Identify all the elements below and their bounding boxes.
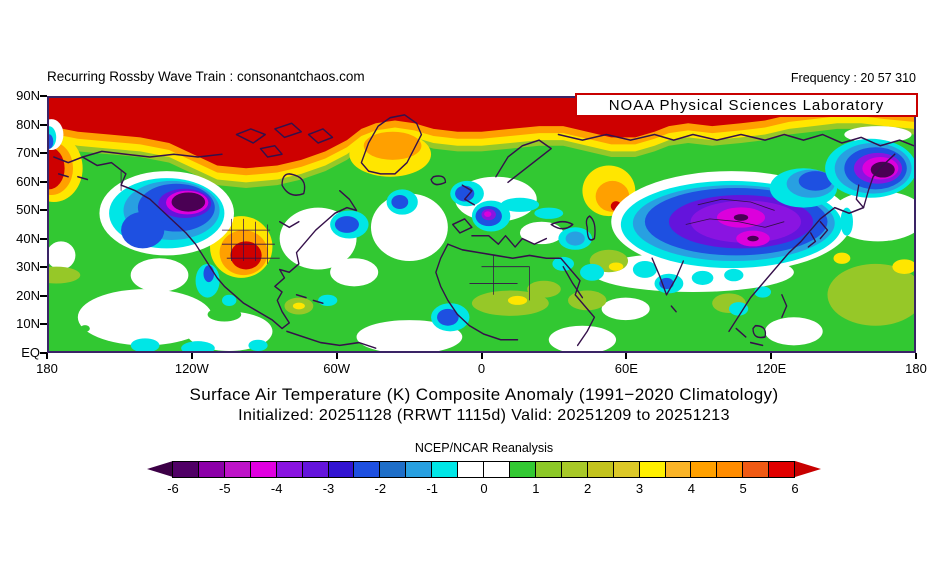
colorbar-tick-label: 5 xyxy=(739,481,747,496)
colorbar-tick-label: -3 xyxy=(322,481,335,496)
lat-tick-mark xyxy=(40,323,47,326)
lat-tick-label: 90N xyxy=(16,88,40,103)
colorbar-right-arrow xyxy=(795,461,821,477)
lon-tick-label: 60W xyxy=(323,361,351,376)
colorbar-cell xyxy=(690,461,718,478)
colorbar-cell xyxy=(275,461,303,478)
green-patches xyxy=(80,307,242,332)
colorbar-cell xyxy=(638,461,666,478)
colorbar-cell xyxy=(197,461,225,478)
lat-tick-label: 40N xyxy=(16,230,40,246)
lat-tick-mark xyxy=(40,180,47,183)
near-zero-white-regions xyxy=(49,176,914,351)
lon-tick-mark xyxy=(46,353,48,359)
country-state-borders xyxy=(120,171,785,301)
lat-tick-label: 20N xyxy=(16,287,40,303)
colorbar-left-arrow xyxy=(147,461,173,477)
europe-cold-anomaly xyxy=(471,197,564,232)
colorbar-cell xyxy=(742,461,770,478)
coastlines xyxy=(53,114,914,349)
colorbar-tick-label: 4 xyxy=(687,481,695,496)
colorbar-cell xyxy=(508,461,536,478)
colorbar-tick-label: 6 xyxy=(791,481,799,496)
colorbar-cell xyxy=(379,461,407,478)
lat-tick-mark xyxy=(40,123,47,126)
colorbar-cell xyxy=(768,461,796,478)
lat-tick-mark xyxy=(40,294,47,297)
colorbar-tick-label: -1 xyxy=(426,481,438,496)
colorbar-cell xyxy=(716,461,744,478)
colorbar-cell xyxy=(534,461,562,478)
lon-tick-mark xyxy=(480,353,483,359)
lon-tick-label: 60E xyxy=(614,361,638,376)
lon-tick-label: 180 xyxy=(905,361,927,376)
colorbar-tick-label: 1 xyxy=(532,481,540,496)
colorbar-cell xyxy=(353,461,381,478)
lat-tick-label: 30N xyxy=(16,259,40,275)
colorbar-tick-label: -2 xyxy=(374,481,387,496)
bering-warm-anomaly xyxy=(49,119,83,203)
colorbar-cell xyxy=(457,461,485,478)
lat-tick-label: 10N xyxy=(16,316,40,332)
lat-tick-label: EQ xyxy=(21,345,40,360)
northwest-america-cold-anomaly xyxy=(99,171,235,256)
colorbar-tick-label: 0 xyxy=(480,481,488,496)
noaa-psl-banner: NOAA Physical Sciences Laboratory xyxy=(575,93,918,117)
lon-tick-label: 180 xyxy=(36,361,58,376)
lat-tick-label: 70N xyxy=(16,145,40,161)
colorbar-cell xyxy=(301,461,329,478)
colorbar-cell xyxy=(664,461,692,478)
chart-subtitle: Initialized: 20251128 (RRWT 1115d) Valid… xyxy=(238,407,730,424)
lat-tick-label: 60N xyxy=(16,173,40,189)
colorbar-cell xyxy=(612,461,640,478)
map-canvas xyxy=(47,96,916,353)
lon-tick-mark xyxy=(335,353,338,359)
colorbar-tick-label: 2 xyxy=(584,481,592,496)
siberia-bridge-cold xyxy=(769,168,838,208)
lat-tick-label: 50N xyxy=(16,202,40,218)
lat-tick-mark xyxy=(40,95,47,97)
colorbar-tick-label: 3 xyxy=(635,481,644,496)
colorbar xyxy=(172,461,796,478)
world-anomaly-map xyxy=(49,98,914,351)
colorbar-cell xyxy=(483,461,510,478)
chart-title: Surface Air Temperature (K) Composite An… xyxy=(189,385,779,404)
colorbar-source-label: NCEP/NCAR Reanalysis xyxy=(414,441,554,455)
lon-tick-mark xyxy=(625,353,628,359)
lat-tick-mark xyxy=(40,237,47,240)
colorbar-tick-label: -5 xyxy=(219,481,231,496)
lon-tick-mark xyxy=(190,353,193,359)
lon-tick-label: 120W xyxy=(174,361,209,376)
lat-tick-mark xyxy=(40,352,47,354)
lon-tick-label: 0 xyxy=(477,361,486,376)
colorbar-tick-label: -6 xyxy=(167,481,179,496)
colorbar-cell xyxy=(405,461,433,478)
colorbar-cell xyxy=(586,461,614,478)
colorbar-cell xyxy=(327,461,355,478)
colorbar-cell xyxy=(172,461,199,478)
noaa-psl-banner-label: NOAA Physical Sciences Laboratory xyxy=(608,96,885,114)
colorbar-cell xyxy=(249,461,277,478)
colorbar-cell xyxy=(560,461,588,478)
colorbar-cell xyxy=(223,461,251,478)
lat-tick-mark xyxy=(40,266,47,269)
greenland-warm-anomaly xyxy=(349,131,432,177)
header-left-text: Recurring Rossby Wave Train : consonantc… xyxy=(47,69,365,84)
colorbar-tick-label: -4 xyxy=(270,481,283,496)
header-frequency-text: Frequency : 20 57 310 xyxy=(790,71,916,85)
lon-tick-label: 120E xyxy=(755,361,787,376)
lat-tick-mark xyxy=(40,209,47,212)
lat-tick-label: 80N xyxy=(16,116,40,132)
colorbar-cell xyxy=(431,461,459,478)
lon-tick-mark xyxy=(770,353,773,359)
lat-tick-mark xyxy=(40,152,47,155)
lon-tick-mark xyxy=(915,353,917,359)
atlantic-cool-spots xyxy=(330,180,593,250)
